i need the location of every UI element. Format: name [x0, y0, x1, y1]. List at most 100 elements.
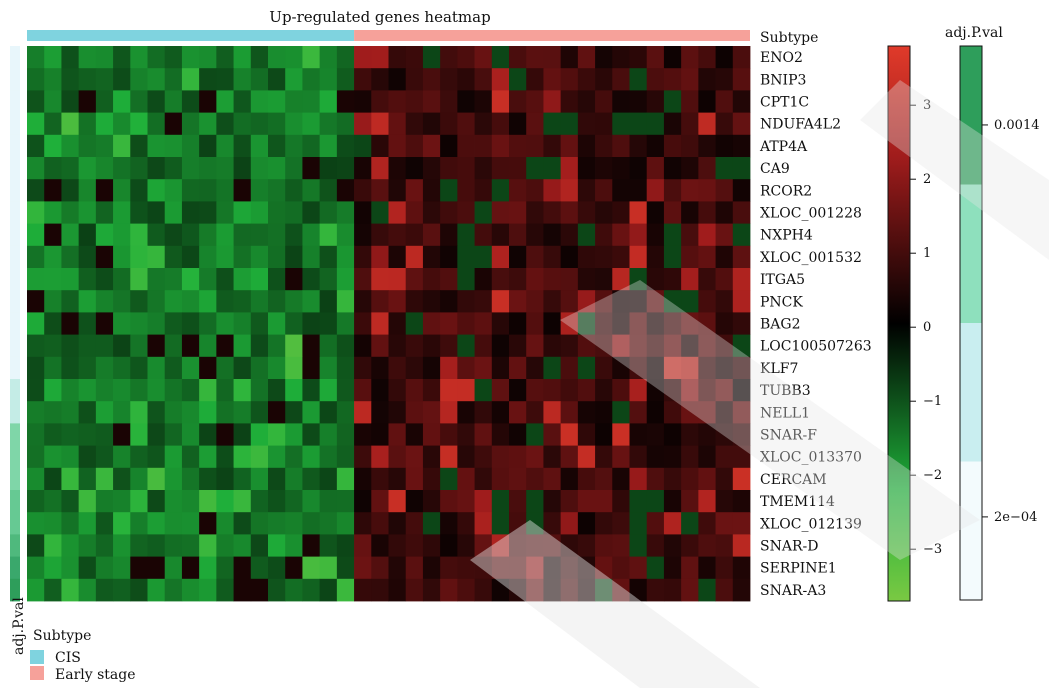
heatmap-cell — [250, 578, 269, 602]
heatmap-cell — [354, 334, 372, 358]
heatmap-cell — [474, 90, 493, 113]
heatmap-cell — [526, 268, 544, 291]
heatmap-cell — [113, 46, 131, 69]
legend-swatch-cis — [30, 650, 44, 664]
heatmap-cell — [95, 268, 114, 291]
gene-label: CPT1C — [760, 95, 809, 111]
heatmap-cell — [27, 423, 45, 446]
heatmap-cell — [543, 157, 562, 180]
heatmap-cell — [113, 179, 131, 202]
color-scale-tick-label: 3 — [923, 98, 931, 113]
heatmap-cell — [27, 223, 45, 247]
heatmap-cell — [388, 90, 407, 113]
heatmap-cell — [698, 423, 716, 446]
heatmap-cell — [371, 423, 389, 446]
heatmap-cell — [113, 334, 131, 358]
heatmap-cell — [457, 401, 475, 424]
heatmap-cell — [698, 46, 716, 69]
heatmap-cell — [629, 578, 648, 602]
heatmap-cell — [147, 245, 166, 269]
heatmap-cell — [233, 290, 252, 313]
heatmap-cell — [646, 445, 665, 469]
heatmap-cell — [354, 157, 372, 180]
heatmap-cell — [681, 46, 699, 69]
heatmap-cell — [474, 46, 493, 69]
heatmap-cell — [371, 90, 389, 113]
heatmap-cell — [526, 179, 544, 202]
heatmap-cell — [336, 134, 355, 158]
heatmap-cell — [577, 290, 596, 313]
heatmap-cell — [216, 578, 234, 602]
heatmap-cell — [440, 46, 458, 69]
heatmap-cell — [732, 245, 751, 269]
heatmap-cell — [44, 112, 62, 136]
heatmap-cell — [612, 467, 630, 491]
heatmap-cell — [681, 467, 699, 491]
heatmap-cell — [113, 134, 131, 158]
heatmap-cell — [113, 423, 131, 446]
heatmap-cell — [440, 90, 458, 113]
heatmap-cell — [181, 578, 200, 602]
heatmap-cell — [181, 423, 200, 446]
heatmap-cell — [113, 312, 131, 335]
heatmap-cell — [181, 268, 200, 291]
heatmap-cell — [78, 334, 97, 358]
heatmap-cell — [233, 112, 252, 136]
heatmap-cell — [181, 245, 200, 269]
heatmap-cell — [27, 312, 45, 335]
heatmap-cell — [629, 245, 648, 269]
heatmap-cell — [302, 179, 321, 202]
heatmap-cell — [663, 46, 682, 69]
heatmap-cell — [681, 90, 699, 113]
heatmap-cell — [612, 68, 630, 91]
heatmap-cell — [681, 179, 699, 202]
heatmap-cell — [422, 312, 441, 335]
heatmap-cell — [577, 556, 596, 580]
heatmap-cell — [491, 223, 510, 247]
heatmap-cell — [663, 68, 682, 91]
heatmap-cell — [388, 68, 407, 91]
heatmap-cell — [388, 334, 407, 358]
heatmap-cell — [216, 157, 234, 180]
heatmap-cell — [95, 334, 114, 358]
heatmap-cell — [285, 90, 303, 113]
heatmap-cell — [422, 90, 441, 113]
heatmap-cell — [268, 423, 286, 446]
heatmap-cell — [285, 112, 303, 136]
heatmap-cell — [95, 112, 114, 136]
heatmap-cell — [595, 68, 613, 91]
pval-annotation-cell — [10, 179, 20, 202]
heatmap-cell — [560, 556, 579, 580]
heatmap-cell — [715, 157, 734, 180]
heatmap-cell — [405, 112, 424, 136]
heatmap-cell — [354, 578, 372, 602]
heatmap-cell — [629, 490, 648, 513]
heatmap-cell — [388, 46, 407, 69]
pval-annotation-cell — [10, 290, 20, 313]
heatmap-cell — [285, 445, 303, 469]
heatmap-cell — [113, 490, 131, 513]
heatmap-cell — [646, 423, 665, 446]
heatmap-cell — [732, 445, 751, 469]
heatmap-cell — [629, 68, 648, 91]
heatmap-cell — [560, 401, 579, 424]
heatmap-cell — [61, 334, 80, 358]
heatmap-cell — [95, 68, 114, 91]
heatmap-cell — [95, 578, 114, 602]
heatmap-cell — [181, 534, 200, 557]
heatmap-cell — [302, 312, 321, 335]
heatmap-cell — [44, 245, 62, 269]
heatmap-cell — [698, 401, 716, 424]
heatmap-cell — [336, 268, 355, 291]
heatmap-cell — [440, 134, 458, 158]
heatmap-cell — [715, 312, 734, 335]
heatmap-cell — [422, 290, 441, 313]
heatmap-cell — [268, 179, 286, 202]
heatmap-cell — [440, 578, 458, 602]
heatmap-cell — [27, 245, 45, 269]
heatmap-cell — [715, 290, 734, 313]
heatmap-cell — [526, 578, 544, 602]
heatmap-cell — [285, 379, 303, 402]
heatmap-cell — [216, 490, 234, 513]
heatmap-cell — [233, 179, 252, 202]
